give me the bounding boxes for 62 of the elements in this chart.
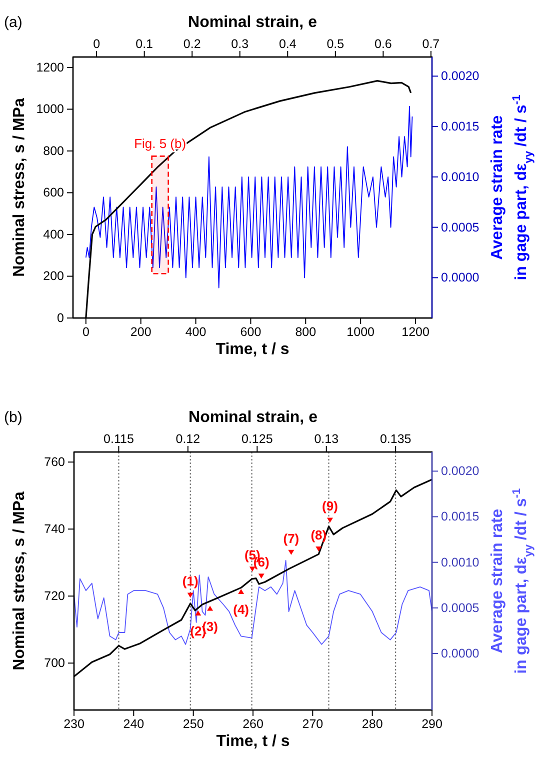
x2-tick-label: 0.1	[136, 37, 154, 51]
y-tick-label: 800	[43, 144, 64, 158]
y2-tick-label: 0.0000	[441, 270, 480, 285]
y-tick-label: 1200	[36, 60, 64, 74]
y-tick-label: 1000	[36, 102, 64, 116]
y2-tick-label: 0.0000	[441, 646, 480, 660]
x2-tick-label: 0.5	[326, 37, 344, 51]
x-tick-label: 1000	[346, 324, 375, 339]
x-tick-label: 1200	[402, 324, 430, 339]
y-axis-title: Nominal stress, s / MPa	[11, 492, 28, 670]
x2-tick-label: 0.115	[104, 432, 134, 446]
x-tick-label: 260	[242, 716, 264, 731]
x2-tick-label: 0.12	[176, 432, 200, 446]
x2-tick-label: 0.3	[231, 37, 249, 51]
y-axis-title: Nominal stress, s / MPa	[11, 98, 28, 277]
annotation: (1)	[182, 574, 198, 589]
x-axis-title: Time, t / s	[216, 733, 290, 750]
x2-tick-label: 0.125	[242, 432, 273, 446]
y-tick-label: 760	[44, 455, 66, 470]
y2-tick-label: 0.0015	[441, 120, 480, 134]
y-tick-label: 720	[44, 589, 66, 604]
chart-title: (a)	[4, 14, 22, 31]
x-tick-label: 230	[64, 716, 84, 731]
annotation: (4)	[233, 602, 250, 618]
x-axis-title: Time, t / s	[216, 341, 290, 358]
y2-tick-label: 0.0005	[441, 220, 480, 234]
y-tick-label: 700	[44, 656, 66, 670]
y-tick-label: 740	[44, 522, 66, 536]
x2-tick-label: 0.6	[374, 37, 392, 51]
x-tick-label: 270	[302, 716, 324, 731]
line-series	[85, 106, 413, 288]
x2-tick-label: 0.2	[183, 37, 201, 51]
chart-title: (b)	[4, 409, 22, 426]
x-tick-label: 400	[185, 324, 206, 339]
x2-tick-label: 0.135	[380, 432, 412, 446]
y2-tick-label: 0.0010	[441, 170, 480, 184]
x-tick-label: 280	[362, 716, 383, 731]
y-tick-label: 200	[43, 269, 64, 284]
y2-tick-label: 0.0015	[441, 510, 480, 524]
x-tick-label: 290	[422, 716, 442, 731]
band-label: Fig. 5 (b)	[134, 136, 186, 152]
x-tick-label: 800	[295, 324, 316, 339]
y2-tick-label: 0.0010	[441, 555, 480, 570]
y2-tick-label: 0.0020	[441, 464, 480, 478]
x-tick-label: 0	[82, 324, 90, 339]
y-tick-label: 0	[57, 311, 64, 325]
y2-tick-label: 0.0020	[441, 69, 480, 84]
x-tick-label: 200	[130, 324, 152, 339]
x-tick-label: 250	[182, 716, 204, 731]
annotation: (7)	[283, 530, 300, 546]
x2-tick-label: 0	[93, 37, 100, 51]
x2-tick-label: 0.4	[278, 37, 296, 51]
x-tick-label: 240	[123, 716, 144, 731]
y2-tick-label: 0.0005	[441, 600, 480, 615]
x-tick-label: 600	[240, 324, 262, 339]
y-tick-label: 600	[43, 186, 64, 200]
x2-tick-label: 0.7	[422, 37, 440, 51]
x2-axis-title: Nominal strain, e	[188, 409, 318, 426]
annotation: (9)	[322, 498, 338, 514]
y-tick-label: 400	[43, 227, 64, 242]
x2-axis-title: Nominal strain, e	[188, 14, 318, 31]
x2-tick-label: 0.13	[314, 432, 339, 446]
